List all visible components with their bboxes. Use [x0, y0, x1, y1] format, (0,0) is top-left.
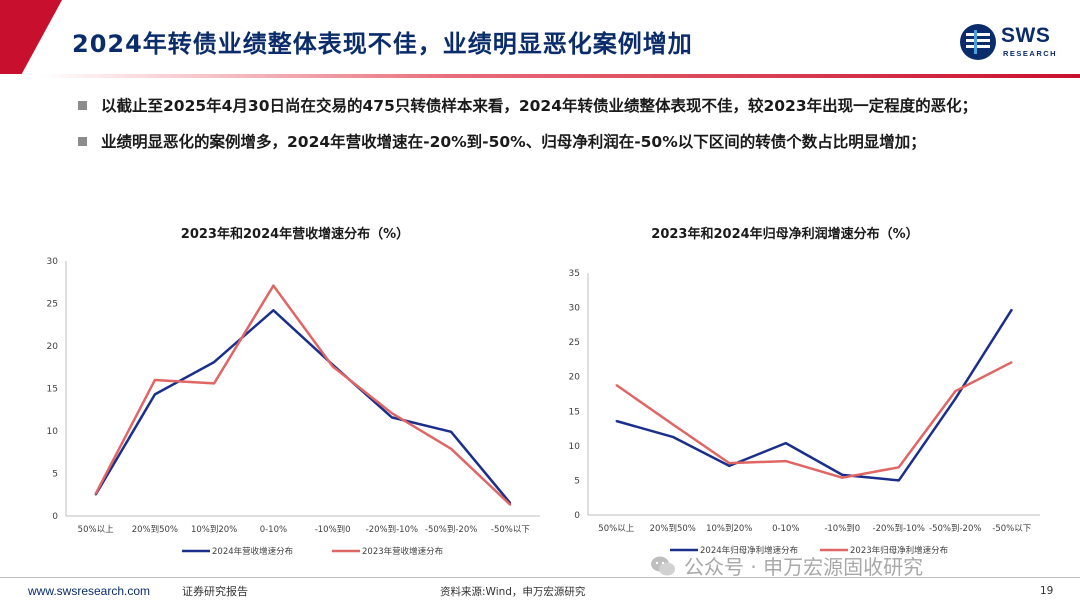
header-accent-bar [0, 0, 62, 74]
wechat-icon [651, 556, 675, 575]
revenue-data-point [509, 504, 512, 506]
revenue-x-tick-label: -50%以下 [491, 525, 530, 535]
profit-series-line-0 [615, 308, 1013, 482]
profit-data-point [671, 423, 674, 426]
revenue-data-point [391, 416, 393, 419]
revenue-x-tick-label: -10%到0 [315, 525, 351, 535]
profit-legend-label: 2024年归母净利增速分布 [700, 545, 798, 556]
chart-title-revenue: 2023年和2024年营收增速分布（%） [180, 227, 410, 242]
profit-x-tick-label: -10%到0 [824, 524, 860, 534]
revenue-y-tick-label: 15 [47, 385, 58, 395]
watermark: 公众号 · 申万宏源固收研究 [650, 551, 923, 580]
revenue-legend-label: 2024年营收增速分布 [212, 546, 293, 557]
profit-data-point [784, 460, 787, 462]
revenue-y-tick-label: 10 [47, 427, 59, 437]
revenue-y-tick-label: 5 [52, 470, 58, 480]
revenue-series-line-1 [94, 284, 512, 506]
profit-data-point [841, 476, 844, 479]
profit-y-tick-label: 25 [569, 338, 580, 348]
logo-text: SWS [1001, 24, 1051, 47]
bullet-item: 以截止至2025年4月30日尚在交易的475只转债样本来看，2024年转债业绩整… [78, 92, 1058, 120]
profit-data-point [1010, 308, 1013, 311]
sws-logo-icon [960, 24, 996, 60]
revenue-y-tick-label: 30 [47, 257, 59, 267]
profit-data-point [671, 436, 674, 438]
profit-data-point [841, 474, 844, 476]
profit-data-point [1010, 361, 1013, 363]
revenue-data-point [450, 448, 452, 450]
profit-y-tick-label: 5 [574, 476, 580, 486]
revenue-data-point [154, 379, 156, 381]
revenue-x-tick-label: 10%到20% [191, 525, 237, 535]
revenue-y-tick-label: 20 [47, 342, 59, 352]
profit-x-tick-label: -20%到-10% [873, 524, 925, 534]
chart-title-profit: 2023年和2024年归母净利润增速分布（%） [651, 227, 919, 242]
revenue-data-point [272, 284, 275, 287]
bullet-text: 以截止至2025年4月30日尚在交易的475只转债样本来看，2024年转债业绩整… [101, 97, 978, 115]
logo-subtext: RESEARCH [1003, 49, 1058, 58]
revenue-legend-label: 2023年营收增速分布 [362, 546, 443, 557]
profit-x-tick-label: 50%以上 [598, 524, 634, 534]
revenue-y-tick-label: 25 [47, 300, 58, 310]
revenue-x-tick-label: -50%到-20% [425, 525, 477, 535]
revenue-x-tick-label: 0-10% [260, 525, 287, 535]
profit-data-point [954, 398, 957, 400]
profit-data-point [897, 466, 900, 469]
revenue-data-point [331, 365, 334, 368]
footer-divider [0, 577, 1080, 578]
profit-y-tick-label: 20 [569, 373, 581, 383]
bullet-list: 以截止至2025年4月30日尚在交易的475只转债样本来看，2024年转债业绩整… [78, 92, 1058, 164]
revenue-data-point [94, 493, 97, 495]
profit-x-tick-label: 0-10% [772, 524, 799, 534]
profit-y-tick-label: 0 [574, 511, 580, 521]
revenue-series-line-0 [94, 309, 512, 505]
profit-x-tick-label: 20%到50% [650, 524, 696, 534]
title-divider [40, 74, 1080, 78]
footer-report-label: 证券研究报告 [182, 585, 248, 598]
profit-data-point [728, 462, 731, 464]
revenue-growth-chart: 0 5 10 15 20 25 30 50%以上 20%到50% 10%到20% 0-10% -10%… [47, 257, 540, 557]
revenue-x-tick-label: 50%以上 [78, 525, 114, 535]
profit-y-tick-label: 10 [569, 442, 581, 452]
bullet-text: 业绩明显恶化的案例增多，2024年营收增速在-20%到-50%、归母净利润在-5… [101, 133, 926, 151]
footer-source: 资料来源:Wind，申万宏源研究 [440, 586, 586, 598]
revenue-y-tick-label: 0 [52, 512, 58, 522]
profit-legend-label: 2023年归母净利增速分布 [850, 545, 948, 556]
page-number: 19 [1040, 585, 1054, 597]
bullet-square-icon [78, 137, 87, 146]
profit-data-point [897, 479, 900, 482]
profit-y-tick-label: 35 [569, 269, 580, 279]
profit-data-point [615, 420, 618, 422]
profit-series-line-1 [615, 361, 1013, 479]
bullet-item: 业绩明显恶化的案例增多，2024年营收增速在-20%到-50%、归母净利润在-5… [78, 128, 1058, 156]
revenue-data-point [154, 393, 156, 396]
profit-data-point [954, 390, 957, 393]
profit-x-tick-label: 10%到20% [706, 524, 752, 534]
profit-data-point [728, 465, 731, 467]
footer-url-link[interactable]: www.swsresearch.com [28, 584, 151, 598]
page-title: 2024年转债业绩整体表现不佳，业绩明显恶化案例增加 [72, 30, 693, 58]
revenue-data-point [213, 361, 215, 363]
profit-data-point [784, 442, 787, 444]
watermark-text: 公众号 · 申万宏源固收研究 [684, 555, 924, 579]
profit-y-tick-label: 15 [569, 407, 580, 417]
revenue-data-point [391, 412, 393, 414]
revenue-x-tick-label: -20%到-10% [366, 525, 418, 535]
revenue-data-point [272, 309, 275, 312]
sws-logo: SWS RESEARCH [958, 22, 1058, 62]
profit-growth-chart: 0 5 10 15 20 25 30 35 50%以上 20%到50% 10%到20% 0-10% -1… [569, 269, 1040, 556]
profit-data-point [615, 384, 618, 386]
profit-y-tick-label: 30 [569, 304, 581, 314]
revenue-data-point [213, 382, 215, 385]
profit-x-tick-label: -50%以下 [992, 524, 1031, 534]
revenue-data-point [450, 431, 452, 433]
bullet-square-icon [78, 101, 87, 110]
revenue-x-tick-label: 20%到50% [132, 525, 178, 535]
profit-x-tick-label: -50%到-20% [929, 524, 981, 534]
